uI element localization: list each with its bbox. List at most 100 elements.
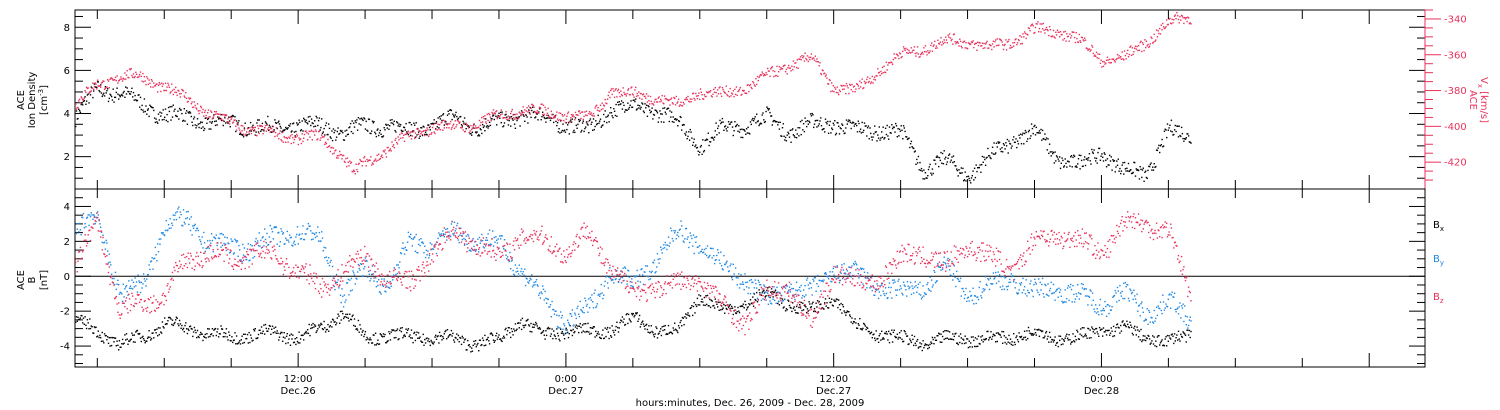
velocity-point — [1020, 43, 1022, 45]
by-point — [193, 224, 196, 227]
density-point — [400, 129, 403, 132]
density-point — [638, 107, 640, 109]
velocity-point — [553, 115, 556, 118]
by-point — [117, 279, 119, 282]
velocity-point — [874, 76, 876, 78]
density-point — [993, 142, 995, 144]
velocity-point — [285, 136, 288, 139]
density-point — [1083, 159, 1085, 161]
velocity-point — [998, 44, 1000, 46]
velocity-point — [371, 164, 373, 166]
velocity-point — [299, 138, 302, 140]
bx-point — [1085, 335, 1087, 337]
velocity-point — [378, 153, 380, 156]
velocity-point — [1090, 49, 1092, 51]
bx-point — [1138, 330, 1141, 332]
velocity-point — [921, 51, 923, 53]
bx-point — [483, 344, 485, 347]
velocity-point — [352, 171, 354, 173]
density-point — [324, 124, 327, 127]
velocity-point — [524, 109, 526, 111]
by-point — [482, 246, 485, 248]
velocity-point — [831, 82, 833, 84]
density-point — [331, 130, 333, 132]
bfield-tick-label: 4 — [64, 202, 70, 213]
bx-point — [828, 297, 831, 299]
by-point — [410, 237, 413, 240]
density-point — [1007, 152, 1009, 154]
velocity-point — [372, 163, 374, 165]
by-point — [255, 237, 257, 240]
density-point — [296, 122, 298, 124]
density-point — [1133, 161, 1135, 164]
velocity-point — [809, 58, 811, 61]
velocity-point — [358, 162, 360, 165]
bx-point — [765, 295, 767, 297]
bx-point — [208, 328, 210, 330]
velocity-point — [773, 75, 775, 78]
bx-point — [547, 326, 549, 329]
bx-point — [902, 340, 905, 343]
bx-point — [849, 315, 852, 318]
bx-point — [1130, 324, 1132, 326]
bx-point — [317, 324, 320, 326]
density-point — [460, 115, 462, 118]
velocity-point — [1160, 24, 1162, 26]
velocity-point — [342, 154, 344, 157]
by-point — [486, 239, 488, 241]
bx-point — [369, 337, 371, 339]
density-point — [1093, 149, 1095, 151]
velocity-point — [85, 86, 88, 88]
by-point — [220, 246, 222, 248]
density-point — [1177, 136, 1180, 138]
density-point — [429, 129, 431, 131]
bx-point — [477, 342, 479, 345]
bx-point — [1078, 338, 1080, 340]
velocity-point — [1055, 34, 1058, 36]
by-point — [156, 260, 158, 262]
velocity-point — [948, 33, 951, 35]
bx-point — [824, 302, 826, 304]
bx-point — [462, 337, 464, 339]
density-point — [1029, 137, 1031, 140]
bx-point — [517, 322, 520, 324]
density-point — [700, 144, 702, 147]
velocity-point — [310, 129, 313, 131]
by-point — [466, 243, 468, 245]
density-point — [1073, 155, 1076, 158]
velocity-point — [641, 98, 643, 100]
velocity-point — [674, 97, 676, 100]
velocity-point — [443, 127, 445, 129]
by-point — [192, 225, 194, 227]
bx-point — [672, 327, 674, 329]
bx-point — [1121, 321, 1123, 323]
bx-point — [694, 312, 696, 314]
bx-point — [896, 333, 898, 335]
velocity-point — [777, 71, 780, 73]
density-point — [946, 161, 948, 163]
bx-point — [642, 320, 644, 322]
density-point — [262, 129, 264, 131]
bx-point — [1020, 336, 1022, 339]
bx-point — [901, 338, 903, 341]
density-point — [1130, 169, 1132, 171]
bx-point — [180, 327, 182, 329]
bx-point — [597, 331, 599, 333]
velocity-point — [270, 127, 272, 130]
bx-point — [103, 342, 105, 344]
density-point — [128, 93, 131, 95]
velocity-point — [866, 78, 868, 81]
by-point — [525, 277, 527, 279]
velocity-point — [973, 46, 975, 49]
velocity-point — [1062, 39, 1064, 41]
bx-point — [848, 311, 850, 313]
bx-point — [563, 334, 565, 336]
bx-point — [511, 330, 513, 333]
by-point — [497, 238, 499, 240]
by-point — [285, 239, 288, 241]
bx-point — [674, 328, 677, 330]
velocity-point — [460, 127, 463, 129]
velocity-point — [937, 39, 939, 41]
density-point — [1115, 166, 1117, 168]
velocity-point — [944, 41, 946, 44]
